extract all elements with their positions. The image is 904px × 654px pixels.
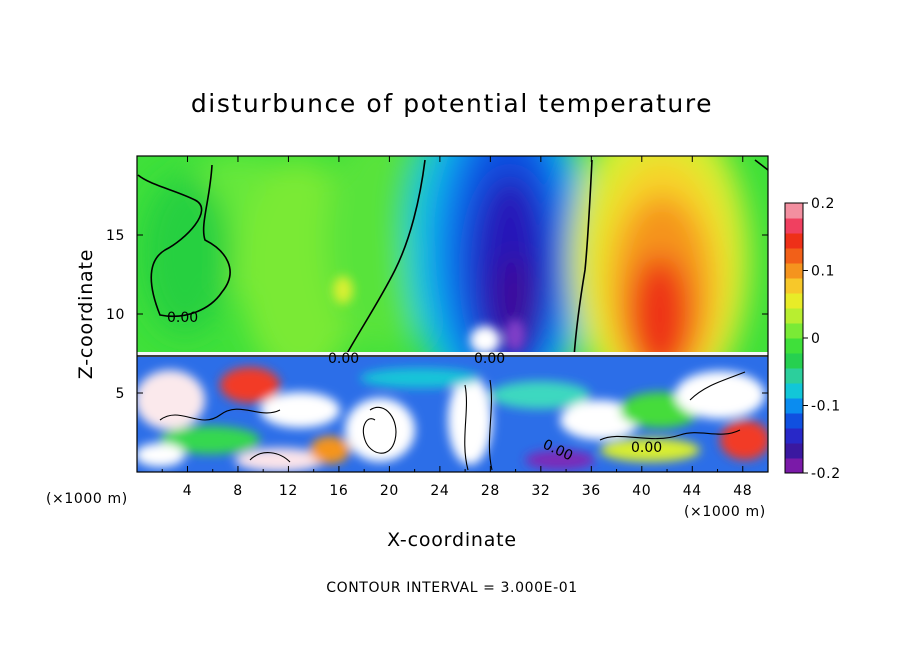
colorbar-swatch <box>785 293 803 309</box>
x-tick-label: 32 <box>531 483 550 499</box>
colorbar-swatch <box>785 203 803 219</box>
colorbar-swatch <box>785 218 803 234</box>
x-tick-label: 40 <box>632 483 651 499</box>
z-unit-label: (×1000 m) <box>46 491 128 507</box>
x-tick-label: 4 <box>183 483 193 499</box>
colorbar-tick-label: 0.1 <box>811 264 835 280</box>
plot-area <box>137 156 768 472</box>
colorbar-swatch <box>785 338 803 354</box>
colorbar-swatch <box>785 428 803 444</box>
colorbar-swatch <box>785 398 803 414</box>
contour-label: 0.00 <box>328 351 359 367</box>
y-tick-label: 10 <box>106 307 125 323</box>
x-axis: 4 8 12 16 20 24 28 32 36 40 44 48 <box>161 156 752 499</box>
colorbar-tick-label: -0.2 <box>811 466 841 482</box>
colorbar-tick-label: 0 <box>811 331 821 347</box>
chart-title: disturbunce of potential temperature <box>191 89 713 118</box>
x-tick-label: 48 <box>733 483 752 499</box>
x-tick-label: 24 <box>430 483 449 499</box>
x-tick-label: 36 <box>582 483 601 499</box>
colorbar-swatch <box>785 353 803 369</box>
x-tick-label: 20 <box>380 483 399 499</box>
colorbar-swatch <box>785 308 803 324</box>
colorbar-swatch <box>785 233 803 249</box>
y-tick-label: 15 <box>106 228 125 244</box>
x-tick-label: 28 <box>481 483 500 499</box>
colorbar-swatch <box>785 263 803 279</box>
contour-label: 0.00 <box>631 440 662 456</box>
x-tick-label: 44 <box>683 483 702 499</box>
colorbar-swatch <box>785 458 803 474</box>
contour-label: 0.00 <box>474 351 505 367</box>
x-axis-label: X-coordinate <box>387 529 517 551</box>
y-axis: 5 10 15 <box>106 228 768 402</box>
x-tick-label: 12 <box>279 483 298 499</box>
colorbar-swatch <box>785 413 803 429</box>
colorbar-swatch <box>785 383 803 399</box>
y-axis-label: Z-coordinate <box>75 249 97 379</box>
x-unit-label: (×1000 m) <box>684 504 766 520</box>
contour-label: 0.00 <box>167 310 198 326</box>
lower-field <box>137 357 768 472</box>
colorbar-swatch <box>785 248 803 264</box>
colorbar <box>785 203 803 474</box>
x-tick-label: 16 <box>329 483 348 499</box>
y-tick-label: 5 <box>115 386 125 402</box>
colorbar-swatch <box>785 278 803 294</box>
colorbar-tick-label: -0.1 <box>811 399 841 415</box>
colorbar-swatch <box>785 323 803 339</box>
x-tick-label: 8 <box>233 483 243 499</box>
colorbar-tick-label: 0.2 <box>811 196 835 212</box>
upper-field <box>137 156 768 359</box>
colorbar-ticks: 0.2 0.1 0 -0.1 -0.2 <box>803 196 841 482</box>
colorbar-swatch <box>785 368 803 384</box>
colorbar-swatch <box>785 443 803 459</box>
contour-interval-note: CONTOUR INTERVAL = 3.000E-01 <box>326 580 578 596</box>
